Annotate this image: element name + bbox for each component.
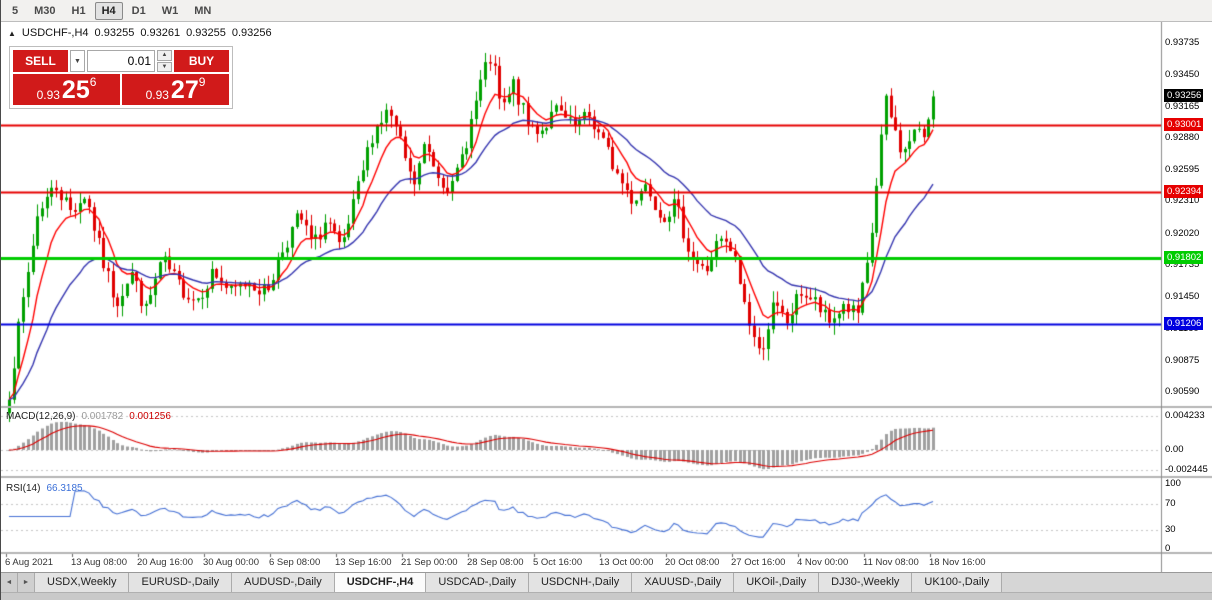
rsi-indicator-header: RSI(14) 66.3185 <box>6 483 83 494</box>
symbol-tab-usdcnh-daily[interactable]: USDCNH-,Daily <box>528 573 633 592</box>
date-tick-label: 6 Sep 08:00 <box>269 557 321 568</box>
symbol-tab-usdx-weekly[interactable]: USDX,Weekly <box>35 573 130 592</box>
price-tick-label: 0.90590 <box>1165 386 1200 398</box>
price-tick-label: 0.92020 <box>1165 227 1200 239</box>
macd-tick-label: 0.004233 <box>1165 410 1205 422</box>
date-tick-label: 20 Aug 16:00 <box>137 557 193 568</box>
symbol-tab-bar: ◄ ► USDX,Weekly EURUSD-,Daily AUDUSD-,Dail… <box>1 572 1212 592</box>
buy-price-sup: 9 <box>198 75 206 89</box>
price-tick-label: 0.93165 <box>1165 100 1200 112</box>
symbol-tab-dj30-weekly[interactable]: DJ30-,Weekly <box>819 573 913 592</box>
date-tick-label: 13 Sep 16:00 <box>335 557 392 568</box>
price-line-label[interactable]: 0.92394 <box>1164 185 1204 199</box>
date-tick-label: 27 Oct 16:00 <box>731 557 786 568</box>
symbol-tab-xauusd-daily[interactable]: XAUUSD-,Daily <box>632 573 735 592</box>
macd-indicator-header: MACD(12,26,9) 0.001782 0.001256 <box>6 411 171 422</box>
rsi-tick-label: 100 <box>1165 478 1181 489</box>
lot-dropdown-button[interactable]: ▼ <box>70 50 85 72</box>
current-price-badge: 0.93256 <box>1164 89 1204 103</box>
date-tick-label: 4 Nov 00:00 <box>797 557 849 568</box>
timeframe-toolbar: 5 M30 H1 H4 D1 W1 MN <box>1 0 1212 22</box>
trade-panel-controls: SELL ▼ ▲ ▼ BUY <box>13 50 229 72</box>
macd-tick-label: -0.002445 <box>1165 463 1208 475</box>
buy-price-prefix: 0.93 <box>145 88 169 102</box>
tab-scroll-left-button[interactable]: ◄ <box>1 573 18 592</box>
ohlc-low: 0.93255 <box>186 27 226 39</box>
quick-trade-toggle-icon[interactable]: ▲ <box>8 28 16 38</box>
symbol-tab-eurusd-daily[interactable]: EURUSD-,Daily <box>129 573 233 592</box>
buy-price-big: 27 <box>170 76 199 104</box>
date-tick-label: 20 Oct 08:00 <box>665 557 720 568</box>
symbol-tab-uk100-daily[interactable]: UK100-,Daily <box>912 573 1003 592</box>
buy-button[interactable]: BUY <box>174 50 229 72</box>
symbol-tab-usdcad-daily[interactable]: USDCAD-,Daily <box>426 573 529 592</box>
one-click-trade-panel: SELL ▼ ▲ ▼ BUY 0.93 25 6 0.93 27 9 <box>9 46 233 109</box>
trade-panel-prices: 0.93 25 6 0.93 27 9 <box>13 74 229 105</box>
sell-price-prefix: 0.93 <box>36 88 60 102</box>
ohlc-close: 0.93256 <box>231 27 272 39</box>
lot-stepper: ▲ ▼ <box>157 50 172 72</box>
tab-scroll-right-button[interactable]: ► <box>18 573 35 592</box>
sell-price-big: 25 <box>61 76 90 104</box>
price-line-label[interactable]: 0.91802 <box>1164 250 1204 264</box>
price-tick-label: 0.92880 <box>1165 132 1200 144</box>
timeframe-button-5[interactable]: 5 <box>12 4 19 17</box>
date-tick-label: 13 Oct 00:00 <box>599 557 654 568</box>
buy-price-display[interactable]: 0.93 27 9 <box>122 74 229 105</box>
symbol-tab-ukoil-daily[interactable]: UKOil-,Daily <box>734 573 820 592</box>
symbol-tab-usdchf-h4[interactable]: USDCHF-,H4 <box>334 573 427 592</box>
lot-increase-button[interactable]: ▲ <box>157 50 172 61</box>
window-bottom-strip <box>1 592 1212 600</box>
ohlc-open: 0.93255 <box>94 27 135 39</box>
date-tick-label: 11 Nov 08:00 <box>863 557 919 568</box>
price-axis-scale[interactable]: 0.93735 0.93450 0.93165 0.92880 0.92595 0.923… <box>1164 0 1212 600</box>
symbol-tab-audusd-daily[interactable]: AUDUSD-,Daily <box>232 573 335 592</box>
date-tick-label: 6 Aug 2021 <box>5 557 54 568</box>
price-tick-label: 0.93450 <box>1165 68 1200 80</box>
price-tick-label: 0.91450 <box>1165 290 1200 302</box>
date-tick-label: 13 Aug 08:00 <box>71 557 127 568</box>
lot-size-input[interactable] <box>87 50 155 72</box>
ohlc-high: 0.93261 <box>140 27 181 39</box>
timeframe-button-d1[interactable]: D1 <box>131 4 146 17</box>
price-line-label[interactable]: 0.91206 <box>1164 316 1204 330</box>
macd-tick-label: 0.00 <box>1165 444 1184 455</box>
timeframe-button-h1[interactable]: H1 <box>71 4 86 17</box>
date-tick-label: 28 Sep 08:00 <box>467 557 524 568</box>
price-tick-label: 0.92310 <box>1165 195 1200 207</box>
date-tick-label: 30 Aug 00:00 <box>203 557 259 568</box>
rsi-tick-label: 0 <box>1165 543 1171 554</box>
price-tick-label: 0.91735 <box>1165 259 1200 271</box>
sell-price-sup: 6 <box>89 75 97 89</box>
symbol-tabs: USDX,Weekly EURUSD-,Daily AUDUSD-,Daily USD… <box>35 573 1003 592</box>
price-line-label[interactable]: 0.93001 <box>1164 117 1204 131</box>
date-tick-label: 21 Sep 00:00 <box>401 557 458 568</box>
macd-main-value: 0.001782 <box>81 411 124 422</box>
sell-price-display[interactable]: 0.93 25 6 <box>13 74 120 105</box>
timeframe-button-h4[interactable]: H4 <box>94 1 123 20</box>
timeframe-button-m30[interactable]: M30 <box>34 4 56 17</box>
price-tick-label: 0.93735 <box>1165 37 1200 49</box>
sell-button[interactable]: SELL <box>13 50 68 72</box>
price-tick-label: 0.90875 <box>1165 354 1200 366</box>
rsi-tick-label: 70 <box>1165 497 1176 509</box>
rsi-tick-label: 30 <box>1165 523 1176 535</box>
timeframe-button-mn[interactable]: MN <box>194 4 212 17</box>
price-tick-label: 0.92595 <box>1165 163 1200 175</box>
chart-symbol-period: USDCHF-,H4 <box>21 27 89 39</box>
rsi-value: 66.3185 <box>46 483 83 494</box>
macd-signal-value: 0.001256 <box>129 411 171 422</box>
rsi-title: RSI(14) <box>6 483 41 494</box>
timeframe-button-w1[interactable]: W1 <box>161 4 179 17</box>
ohlc-header: ▲ USDCHF-,H4 0.93255 0.93261 0.93255 0.9… <box>8 27 272 39</box>
date-tick-label: 5 Oct 16:00 <box>533 557 583 568</box>
date-axis[interactable]: 6 Aug 2021 13 Aug 08:00 20 Aug 16:00 30 Aug… <box>1 556 1161 572</box>
date-tick-label: 18 Nov 16:00 <box>929 557 986 568</box>
lot-decrease-button[interactable]: ▼ <box>157 61 172 72</box>
macd-title: MACD(12,26,9) <box>6 411 76 422</box>
